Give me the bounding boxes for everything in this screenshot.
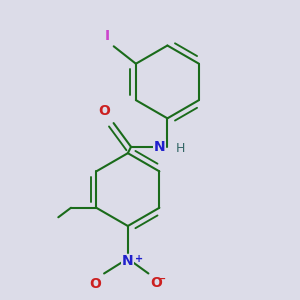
Text: I: I xyxy=(105,28,110,43)
Text: N: N xyxy=(122,254,134,268)
Text: +: + xyxy=(135,254,143,264)
Text: H: H xyxy=(175,142,185,155)
Text: O: O xyxy=(90,277,102,291)
Text: N: N xyxy=(153,140,165,154)
Text: O: O xyxy=(98,104,110,118)
Text: −: − xyxy=(157,274,167,284)
Text: O: O xyxy=(150,276,162,290)
